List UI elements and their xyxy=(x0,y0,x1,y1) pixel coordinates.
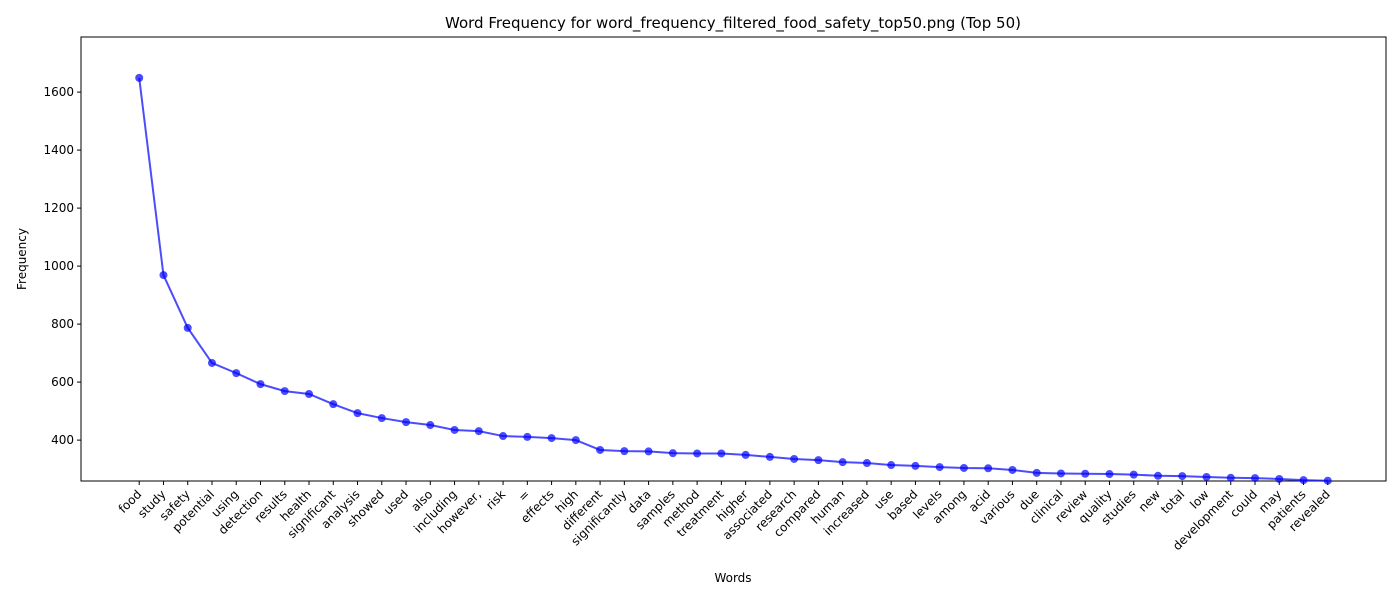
y-tick-label: 1200 xyxy=(43,201,74,215)
x-tick-label: total xyxy=(1158,487,1187,516)
data-line xyxy=(138,77,1328,482)
data-point xyxy=(232,369,241,378)
data-point xyxy=(135,73,144,82)
data-point xyxy=(1202,472,1211,481)
data-point xyxy=(1251,474,1260,483)
data-point xyxy=(741,450,750,459)
data-point xyxy=(984,464,993,473)
data-point xyxy=(1153,471,1162,480)
data-point xyxy=(499,432,508,441)
data-point xyxy=(571,436,580,445)
data-point xyxy=(402,418,411,427)
y-tick-label: 1000 xyxy=(43,259,74,273)
data-point xyxy=(1275,474,1284,483)
y-tick-label: 1400 xyxy=(43,143,74,157)
data-point xyxy=(547,434,556,443)
x-tick-label: could xyxy=(1227,487,1260,520)
data-point xyxy=(911,461,920,470)
data-point xyxy=(765,452,774,461)
data-point xyxy=(183,323,192,332)
data-point xyxy=(280,387,289,396)
y-tick-label: 600 xyxy=(51,375,74,389)
x-tick-label: risk xyxy=(483,487,508,512)
data-point xyxy=(1105,470,1114,479)
data-point xyxy=(935,463,944,472)
data-point xyxy=(426,421,435,430)
data-point xyxy=(1032,468,1041,477)
data-point xyxy=(1008,465,1017,474)
data-point xyxy=(474,427,483,436)
data-point xyxy=(790,454,799,463)
chart-title: Word Frequency for word_frequency_filter… xyxy=(445,14,1021,33)
data-point xyxy=(668,449,677,458)
data-point xyxy=(329,400,338,409)
plot-frame xyxy=(80,36,1387,482)
data-point xyxy=(1323,476,1332,485)
x-tick-label: used xyxy=(381,487,411,517)
x-tick-label: = xyxy=(515,487,532,504)
data-point xyxy=(1129,470,1138,479)
data-point xyxy=(838,458,847,467)
data-point xyxy=(1056,469,1065,478)
data-point xyxy=(305,389,314,398)
data-point xyxy=(1226,473,1235,482)
data-point xyxy=(887,461,896,470)
data-point xyxy=(620,447,629,456)
y-tick-label: 800 xyxy=(51,317,74,331)
y-tick-label: 400 xyxy=(51,433,74,447)
data-point xyxy=(523,432,532,441)
data-point xyxy=(450,425,459,434)
data-point xyxy=(959,463,968,472)
data-point xyxy=(256,380,265,389)
data-point xyxy=(1299,476,1308,485)
x-axis-label: Words xyxy=(714,571,751,585)
data-point xyxy=(814,456,823,465)
data-point xyxy=(1081,469,1090,478)
data-point xyxy=(644,447,653,456)
data-point xyxy=(207,358,216,367)
data-point xyxy=(693,449,702,458)
y-axis-label: Frequency xyxy=(15,228,29,290)
x-tick-label: new xyxy=(1136,487,1164,515)
data-point xyxy=(377,414,386,423)
data-point xyxy=(717,449,726,458)
y-tick-label: 1600 xyxy=(43,85,74,99)
data-point xyxy=(596,445,605,454)
data-point xyxy=(862,459,871,468)
data-point xyxy=(159,271,168,280)
data-point xyxy=(353,409,362,418)
data-point xyxy=(1178,472,1187,481)
